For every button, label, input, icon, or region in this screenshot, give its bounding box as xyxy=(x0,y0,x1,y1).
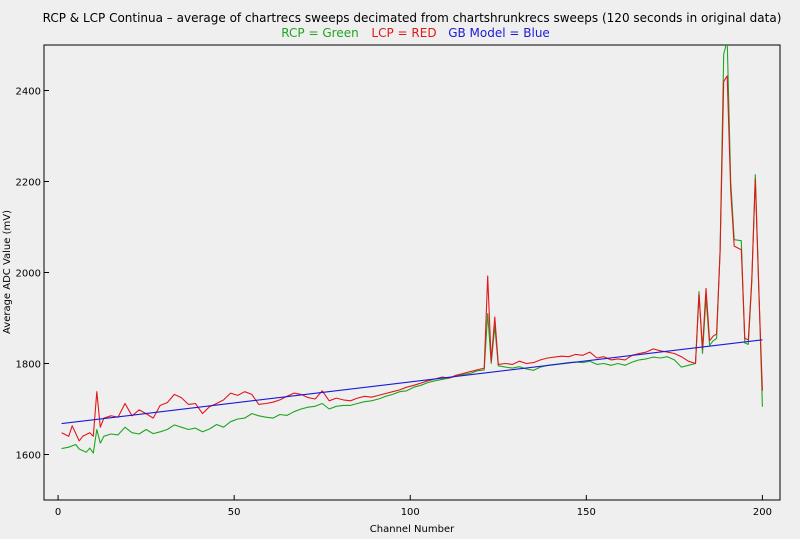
y-tick-label: 1600 xyxy=(16,451,41,462)
y-tick-label: 2400 xyxy=(16,87,41,98)
data-series xyxy=(61,45,763,454)
y-tick-label: 2000 xyxy=(16,269,41,280)
x-tick-label: 150 xyxy=(577,507,596,518)
chart-legend: RCP = Green LCP = RED GB Model = Blue xyxy=(281,26,550,40)
x-tick-label: 100 xyxy=(401,507,420,518)
series-line-gb-model xyxy=(61,339,763,425)
plot-area-frame xyxy=(43,44,781,501)
chart-title: RCP & LCP Continua – average of chartrec… xyxy=(43,11,782,25)
y-tick-label: 1800 xyxy=(16,360,41,371)
y-axis-label: Average ADC Value (mV) xyxy=(2,210,13,334)
x-tick-label: 0 xyxy=(55,507,61,518)
legend-item-rcp: RCP = Green xyxy=(281,26,358,40)
axis-ticks: 0 50 100 150 200 1600 1800 2000 2200 2400 xyxy=(16,87,772,519)
x-tick-label: 200 xyxy=(753,507,772,518)
legend-item-model: GB Model = Blue xyxy=(448,26,550,40)
y-tick-label: 2200 xyxy=(16,178,41,189)
x-tick-label: 50 xyxy=(228,507,241,518)
legend-item-lcp: LCP = RED xyxy=(371,26,436,40)
x-axis-label: Channel Number xyxy=(370,524,455,535)
series-line-rcp xyxy=(61,45,763,454)
